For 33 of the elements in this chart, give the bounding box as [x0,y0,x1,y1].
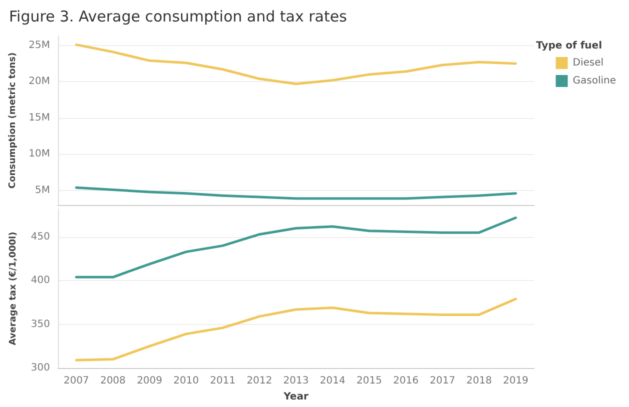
x-tick-label: 2013 [283,376,309,386]
x-tick-label: 2017 [430,376,456,386]
x-tick-label: 2007 [64,376,90,386]
legend-title: Type of fuel [536,40,602,52]
x-tick-label: 2019 [502,376,528,386]
y-tick-label: 400 [30,275,50,286]
x-axis-title: Year [282,392,308,402]
x-tick-label: 2012 [246,376,272,386]
legend-label: Diesel [572,58,604,68]
x-tick-label: 2008 [100,376,126,386]
x-tick-label: 2010 [173,376,199,386]
x-tick-label: 2015 [356,376,382,386]
line-series [75,43,517,86]
x-tick-label: 2009 [136,376,162,386]
line-series [75,216,517,278]
x-tick-label: 2014 [320,376,346,386]
y-tick-label: 20M [28,76,50,88]
y-axis-title: Average tax (€/1,000l) [8,232,18,346]
x-tick-label: 2011 [210,376,236,386]
y-tick-label: 350 [30,318,50,330]
y-tick-label: 450 [30,231,50,242]
y-tick-label: 25M [28,40,50,51]
y-tick-label: 15M [28,112,50,124]
y-tick-label: 5M [35,184,50,196]
legend-label: Gasoline [572,76,616,86]
x-tick-label: 2016 [393,376,419,386]
line-series [75,186,517,200]
line-series [75,298,517,362]
y-tick-label: 10M [28,148,50,160]
x-tick-label: 2018 [466,376,492,386]
y-axis-title: Consumption (metric tons) [8,52,18,189]
y-tick-label: 300 [30,362,50,374]
chart-title: Figure 3. Average consumption and tax rates [9,8,348,26]
